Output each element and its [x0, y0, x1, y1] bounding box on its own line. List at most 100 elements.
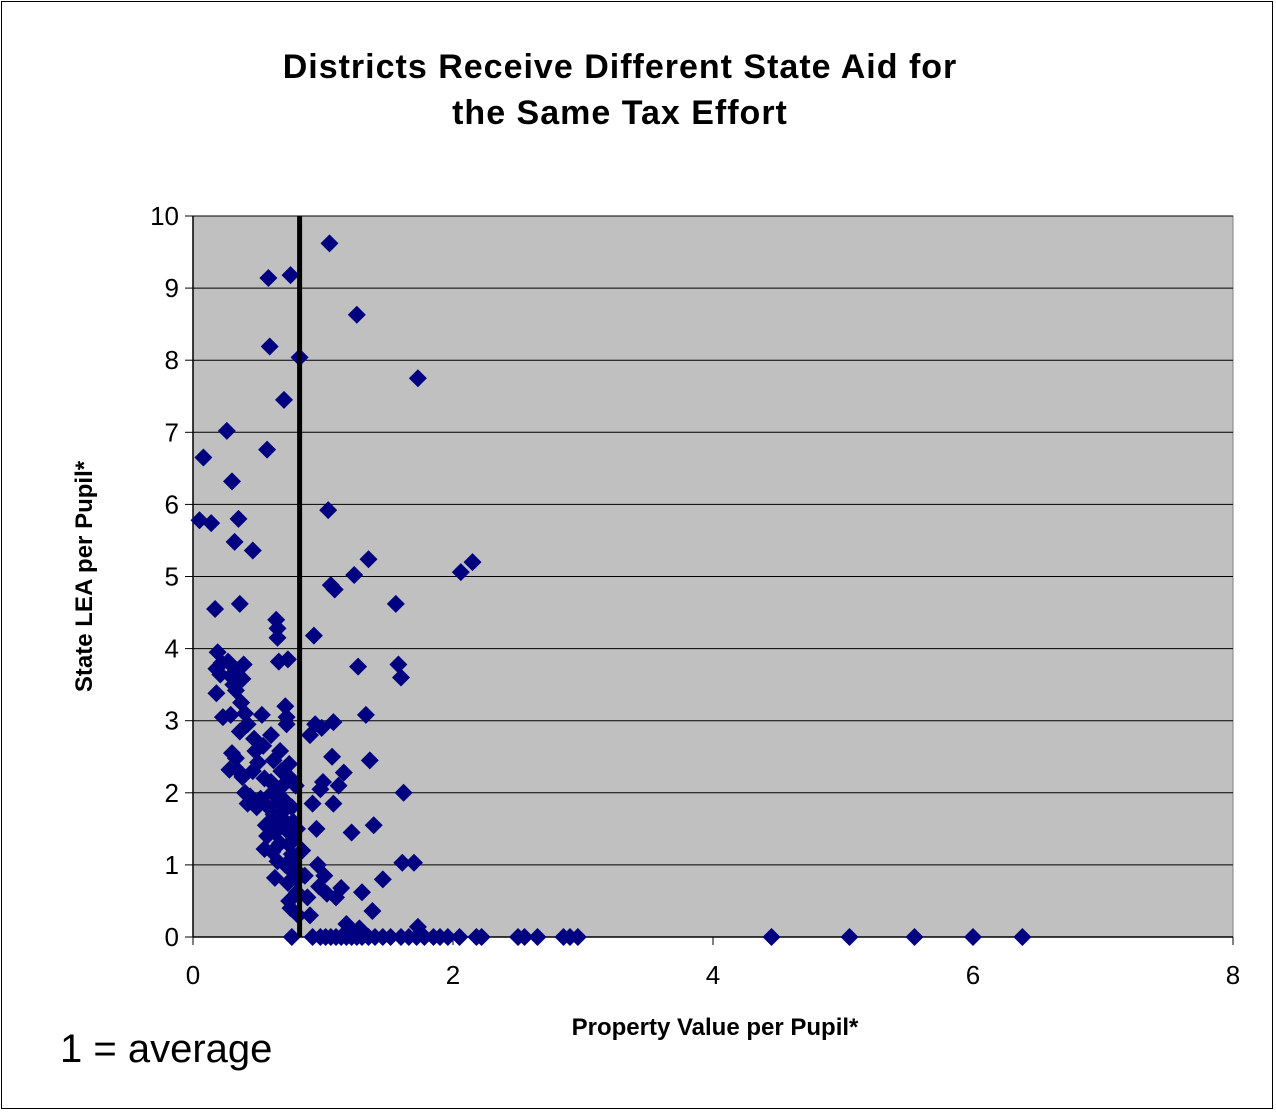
data-point	[438, 928, 457, 946]
data-point	[221, 705, 240, 724]
data-point	[268, 619, 287, 638]
data-point	[381, 928, 400, 946]
data-point	[353, 883, 371, 902]
x-axis-label: Property Value per Pupil*	[572, 1014, 859, 1041]
data-point	[347, 305, 366, 324]
data-point	[415, 928, 434, 946]
data-point	[259, 269, 278, 288]
data-point	[282, 928, 301, 946]
data-point	[225, 532, 244, 551]
y-tick-label: 3	[165, 706, 179, 736]
data-point	[298, 888, 317, 907]
data-point	[373, 870, 392, 889]
data-point	[319, 501, 338, 520]
y-axis-label: State LEA per Pupil*	[71, 460, 98, 692]
data-point	[230, 722, 249, 741]
data-point	[324, 794, 343, 813]
data-point	[277, 821, 296, 840]
data-point	[241, 787, 260, 806]
data-point	[360, 751, 379, 770]
y-tick-label: 7	[165, 417, 179, 447]
data-point	[762, 928, 781, 946]
y-tick-label: 9	[165, 273, 179, 303]
data-points	[190, 234, 1032, 946]
data-point	[356, 705, 375, 724]
data-point	[260, 337, 279, 356]
x-tick-label: 0	[186, 960, 200, 990]
data-point	[342, 823, 361, 842]
data-point	[463, 553, 482, 572]
data-point	[1013, 928, 1032, 946]
data-point	[276, 697, 295, 716]
data-point	[450, 928, 469, 946]
data-point	[202, 514, 221, 533]
x-tick-label: 8	[1226, 960, 1240, 990]
data-point	[275, 390, 293, 409]
data-point	[230, 594, 249, 613]
data-point	[394, 783, 413, 802]
data-point	[320, 234, 339, 253]
data-point	[334, 763, 353, 782]
y-tick-label: 5	[165, 562, 179, 592]
data-point	[389, 655, 408, 674]
y-tick-label: 2	[165, 778, 179, 808]
data-point	[315, 866, 334, 885]
data-point	[325, 580, 344, 599]
x-tick-label: 6	[966, 960, 980, 990]
data-point	[405, 853, 423, 872]
x-tick-label: 2	[446, 960, 460, 990]
data-point	[386, 594, 405, 613]
y-tick-label: 1	[165, 850, 179, 880]
y-tick-labels: 0 1 2 3 4 5 6 7 8 9 10	[150, 201, 179, 952]
data-point	[568, 928, 587, 946]
data-point	[268, 628, 287, 647]
data-point	[840, 928, 859, 946]
data-point	[229, 509, 248, 528]
data-point	[359, 550, 378, 569]
y-tick-label: 6	[165, 489, 179, 519]
data-point	[364, 816, 383, 835]
data-point	[528, 928, 547, 946]
data-point	[345, 566, 364, 585]
y-tick-label: 4	[165, 634, 179, 664]
data-point	[363, 902, 382, 921]
data-point	[281, 899, 300, 918]
data-point	[307, 819, 326, 838]
data-point	[280, 754, 299, 773]
average-note: 1 = average	[60, 1027, 272, 1071]
data-point	[303, 794, 322, 813]
y-tick-label: 10	[150, 201, 179, 231]
data-point	[392, 668, 410, 687]
data-point	[515, 928, 534, 946]
data-point	[281, 266, 300, 285]
data-point	[349, 657, 368, 676]
data-point	[323, 747, 342, 766]
data-point	[905, 928, 924, 946]
data-point	[329, 776, 348, 795]
data-point	[260, 812, 279, 831]
y-tick-label: 0	[165, 922, 179, 952]
data-point	[324, 713, 343, 732]
data-point	[217, 421, 236, 440]
data-point	[258, 827, 277, 846]
data-point	[265, 868, 284, 887]
data-point	[332, 878, 351, 897]
data-point	[262, 726, 280, 745]
data-point	[408, 369, 427, 388]
x-tick-labels: 0 2 4 6 8	[186, 960, 1240, 990]
data-point	[207, 684, 226, 703]
data-point	[277, 715, 296, 734]
data-point	[301, 906, 319, 925]
data-point	[243, 762, 262, 781]
data-point	[243, 541, 262, 560]
data-point	[264, 751, 283, 770]
x-tick-label: 4	[706, 960, 720, 990]
data-point	[226, 749, 245, 768]
data-point	[234, 655, 253, 674]
data-point	[314, 772, 332, 791]
y-tick-label: 8	[165, 345, 179, 375]
data-point	[233, 669, 252, 688]
data-point	[304, 626, 323, 645]
chart-title: Districts Receive Different State Aid fo…	[282, 48, 958, 132]
